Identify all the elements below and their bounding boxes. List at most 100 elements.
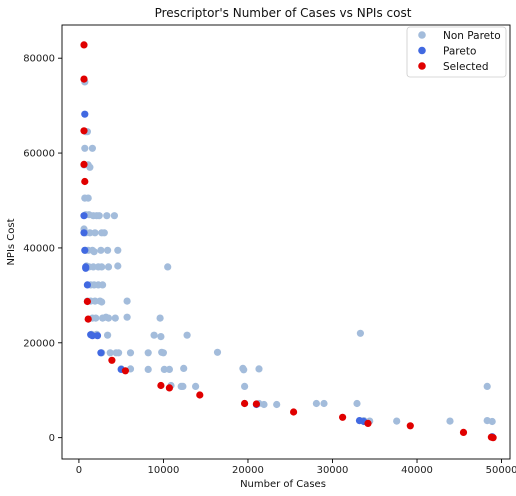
point-non-pareto-41 xyxy=(99,281,107,289)
point-non-pareto-32 xyxy=(89,263,97,271)
point-non-pareto-9 xyxy=(84,194,92,202)
legend-items: Non Pareto Pareto Selected xyxy=(418,30,501,73)
x-tick-label: 30000 xyxy=(317,465,349,476)
plot-frame xyxy=(61,24,511,460)
point-non-pareto-75 xyxy=(160,365,168,373)
point-non-pareto-35 xyxy=(104,263,113,271)
point-non-pareto-44 xyxy=(91,297,99,305)
point-non-pareto-67 xyxy=(126,349,135,357)
y-axis: 0 20000 40000 60000 80000 xyxy=(23,54,62,444)
point-non-pareto-93 xyxy=(353,399,361,408)
point-selected-8 xyxy=(121,367,129,375)
point-non-pareto-53 xyxy=(111,314,119,322)
point-selected-3 xyxy=(80,160,88,168)
point-non-pareto-84 xyxy=(192,382,200,390)
point-pareto-9 xyxy=(93,332,102,340)
point-non-pareto-46 xyxy=(98,298,106,306)
point-non-pareto-29 xyxy=(114,246,122,254)
point-non-pareto-90 xyxy=(273,400,281,409)
x-tick-label: 20000 xyxy=(232,465,264,476)
point-non-pareto-55 xyxy=(156,314,164,322)
point-pareto-1 xyxy=(80,212,88,220)
point-non-pareto-49 xyxy=(92,314,100,322)
point-selected-17 xyxy=(406,422,414,430)
point-non-pareto-27 xyxy=(97,246,105,254)
point-selected-12 xyxy=(241,399,249,408)
y-tick-label: 20000 xyxy=(23,338,55,349)
point-non-pareto-86 xyxy=(483,382,491,390)
point-selected-1 xyxy=(80,75,88,83)
y-tick-label: 80000 xyxy=(23,54,55,65)
point-non-pareto-74 xyxy=(144,365,152,373)
point-pareto-10 xyxy=(97,349,105,357)
point-selected-14 xyxy=(290,408,298,416)
point-selected-20 xyxy=(489,434,497,442)
legend-marker-selected xyxy=(418,62,426,70)
point-selected-18 xyxy=(459,428,468,436)
point-non-pareto-66 xyxy=(115,349,123,357)
legend-label-pareto: Pareto xyxy=(443,45,476,57)
point-non-pareto-22 xyxy=(100,229,108,237)
legend-label-selected: Selected xyxy=(443,61,489,73)
point-selected-2 xyxy=(80,127,88,135)
point-pareto-3 xyxy=(81,246,89,254)
point-non-pareto-60 xyxy=(157,333,165,341)
y-axis-title: NPIs Cost xyxy=(6,218,17,265)
x-axis-title: Number of Cases xyxy=(240,479,326,490)
legend: Non Pareto Pareto Selected xyxy=(406,26,507,78)
point-non-pareto-54 xyxy=(123,313,131,321)
point-non-pareto-96 xyxy=(393,417,401,425)
point-non-pareto-37 xyxy=(164,263,172,271)
point-selected-9 xyxy=(157,381,165,390)
point-non-pareto-70 xyxy=(159,349,167,357)
point-pareto-2 xyxy=(80,229,88,237)
point-non-pareto-28 xyxy=(104,246,112,254)
point-pareto-6 xyxy=(83,281,91,289)
point-pareto-0 xyxy=(81,110,89,118)
point-pareto-5 xyxy=(82,264,90,272)
point-non-pareto-15 xyxy=(95,212,103,220)
point-non-pareto-68 xyxy=(144,349,152,357)
point-non-pareto-59 xyxy=(150,331,158,339)
point-non-pareto-17 xyxy=(110,212,118,220)
point-selected-13 xyxy=(252,400,260,408)
point-non-pareto-20 xyxy=(91,229,99,237)
point-non-pareto-85 xyxy=(241,382,249,390)
legend-marker-non-pareto xyxy=(418,31,426,39)
point-selected-6 xyxy=(84,315,92,323)
y-tick-label: 40000 xyxy=(23,243,55,254)
point-non-pareto-80 xyxy=(255,365,263,373)
point-non-pareto-7 xyxy=(86,163,94,171)
point-non-pareto-83 xyxy=(179,382,187,390)
point-non-pareto-77 xyxy=(180,364,188,372)
point-non-pareto-61 xyxy=(183,331,191,339)
point-selected-11 xyxy=(196,391,204,399)
point-non-pareto-47 xyxy=(123,297,131,305)
point-non-pareto-79 xyxy=(240,366,248,374)
point-non-pareto-34 xyxy=(98,263,106,271)
point-non-pareto-91 xyxy=(312,399,320,408)
point-non-pareto-62 xyxy=(356,329,364,337)
point-selected-15 xyxy=(339,413,347,421)
point-non-pareto-92 xyxy=(320,399,328,408)
point-non-pareto-76 xyxy=(165,365,173,373)
x-tick-label: 50000 xyxy=(486,465,516,476)
point-pareto-8 xyxy=(88,332,96,340)
x-tick-label: 10000 xyxy=(148,465,180,476)
point-selected-10 xyxy=(165,384,173,392)
point-non-pareto-71 xyxy=(213,348,222,356)
y-tick-label: 60000 xyxy=(23,149,55,160)
point-non-pareto-3 xyxy=(81,144,89,152)
point-selected-16 xyxy=(364,419,372,427)
legend-box xyxy=(406,26,507,78)
legend-marker-pareto xyxy=(418,46,426,55)
series-selected xyxy=(80,41,497,442)
point-selected-7 xyxy=(108,356,116,364)
point-non-pareto-58 xyxy=(104,331,112,339)
point-non-pareto-36 xyxy=(114,262,122,270)
y-tick-label: 0 xyxy=(49,433,55,444)
point-non-pareto-97 xyxy=(446,417,454,425)
legend-label-non-pareto: Non Pareto xyxy=(443,30,501,42)
points-layer xyxy=(80,41,497,442)
point-non-pareto-16 xyxy=(103,212,111,220)
